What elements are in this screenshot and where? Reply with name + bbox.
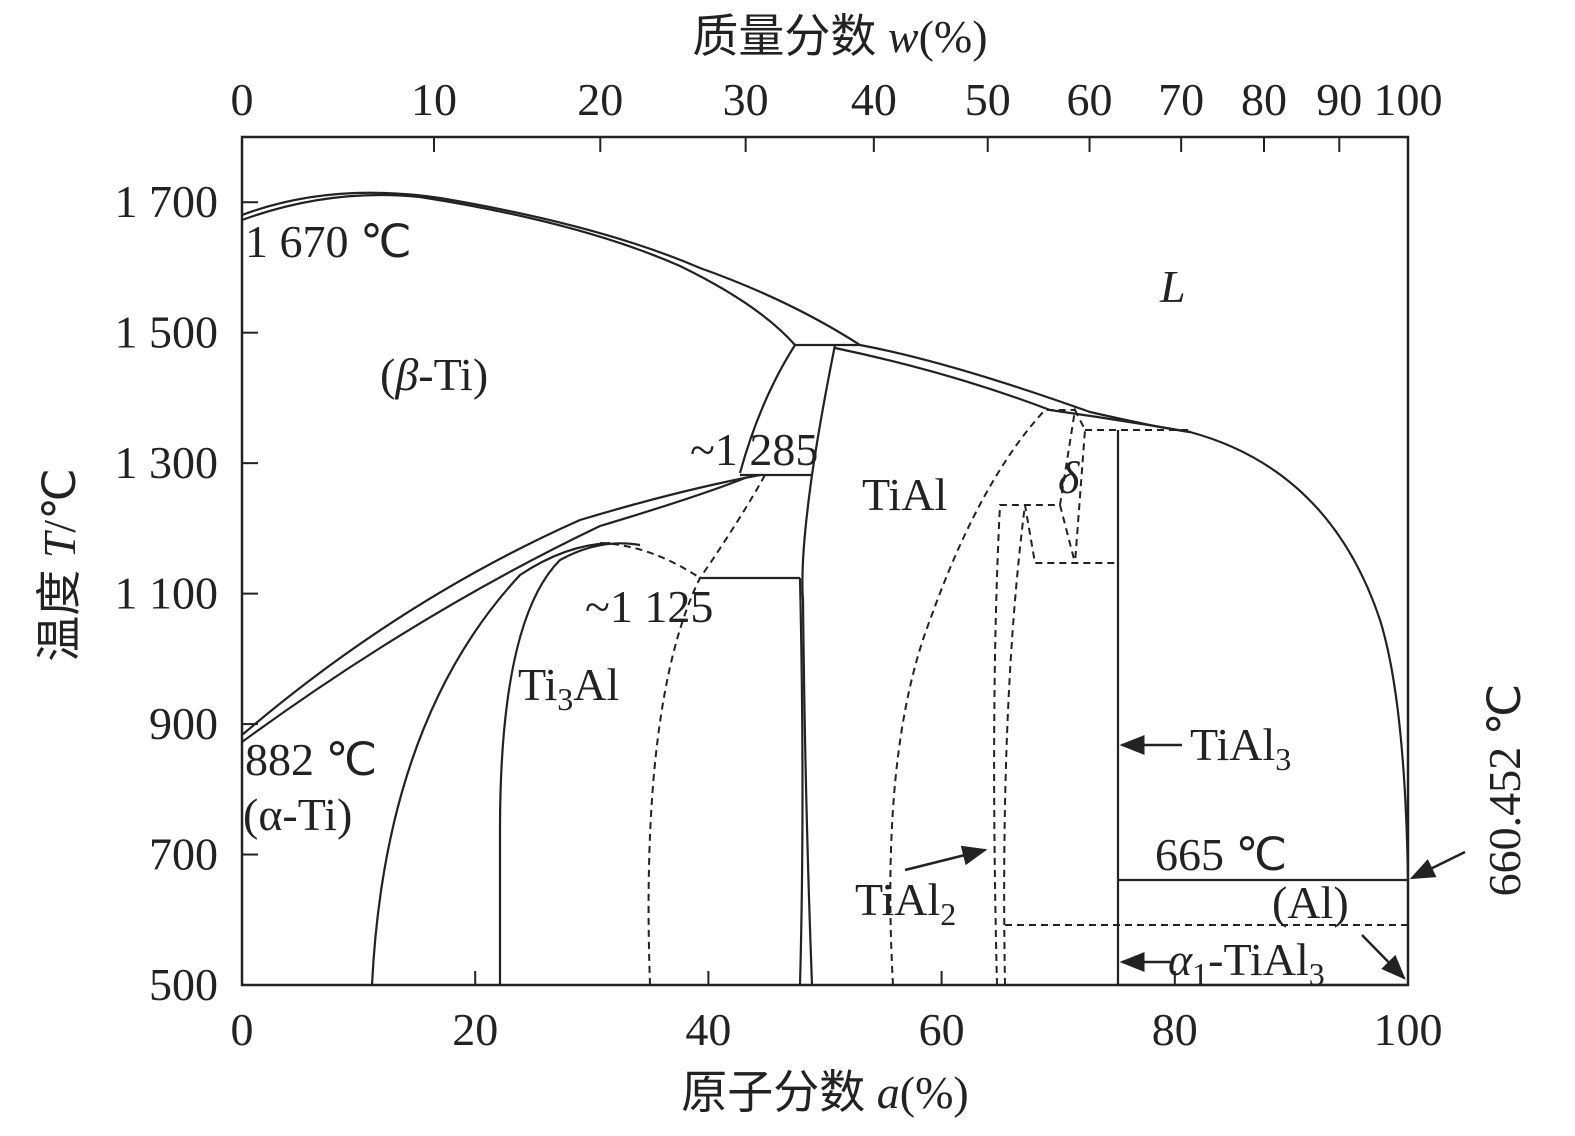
text-part: /℃ (34, 468, 85, 532)
text-part: 660.452 ℃ (1479, 684, 1530, 897)
text-part: β (394, 349, 418, 400)
y-tick-label: 500 (149, 959, 218, 1010)
top-tick-label: 60 (1067, 74, 1113, 125)
text-part: 3 (557, 681, 573, 717)
text-part: -TiAl (1208, 934, 1309, 985)
text-part: 原子分数 (681, 1067, 877, 1118)
text-part: T (34, 529, 85, 558)
text-part: 3 (1275, 741, 1291, 777)
plot-frame (240, 135, 1410, 987)
y-axis-title: 温度 T/℃ (34, 468, 85, 662)
text-part: Ti (518, 659, 557, 710)
x-tick-label: 0 (231, 1004, 254, 1055)
text-part: α (1168, 934, 1193, 985)
y-tick-label: 1 700 (115, 176, 219, 227)
x-tick-label: 80 (1152, 1004, 1198, 1055)
text-part: Al (573, 659, 619, 710)
text-part: (Al) (1272, 877, 1349, 928)
top-tick-label: 40 (851, 74, 897, 125)
text-part: 882 ℃ (245, 734, 377, 785)
text-part: 1 (1192, 956, 1208, 992)
text-part: a (877, 1067, 900, 1118)
text-part: 1 670 ℃ (245, 216, 412, 267)
annotation: 1 670 ℃ (245, 216, 412, 267)
top-tick-label: 10 (411, 74, 457, 125)
x-tick-label: 20 (452, 1004, 498, 1055)
annotation: α1-TiAl3 (1168, 934, 1325, 992)
text-part: δ (1058, 452, 1080, 503)
top-tick-label: 80 (1241, 74, 1287, 125)
x-tick-label: 100 (1374, 1004, 1443, 1055)
text-part: (%) (900, 1067, 969, 1118)
text-part: 温度 (34, 558, 85, 662)
top-tick-label: 90 (1316, 74, 1362, 125)
text-part: 2 (940, 896, 956, 932)
annotation: δ (1058, 452, 1080, 503)
annotation: TiAl3 (1190, 719, 1291, 777)
x-tick-label: 40 (685, 1004, 731, 1055)
annotation: TiAl2 (855, 874, 956, 932)
text-part: ~1 125 (585, 581, 713, 632)
annotation: 882 ℃ (245, 734, 377, 785)
text-part: (α-Ti) (243, 789, 352, 840)
text-part: TiAl (862, 469, 947, 520)
y-tick-label: 1 100 (115, 568, 219, 619)
text-part: L (1159, 261, 1186, 312)
annotation: ~1 285 (690, 424, 818, 475)
text-part: TiAl (855, 874, 940, 925)
annotation: Ti3Al (518, 659, 619, 717)
top-tick-label: 0 (231, 74, 254, 125)
annotation: ~1 125 (585, 581, 713, 632)
annotation: (β-Ti) (380, 349, 488, 400)
text-part: (%) (919, 11, 988, 62)
top-tick-label: 100 (1374, 74, 1443, 125)
text-part: ~1 285 (690, 424, 818, 475)
text-part: 3 (1309, 956, 1325, 992)
x-tick-label: 60 (919, 1004, 965, 1055)
annotation: 665 ℃ (1155, 829, 1287, 880)
annotation: TiAl (862, 469, 947, 520)
phase-boundaries (241, 191, 1410, 987)
text-part: -Ti) (418, 349, 488, 400)
text-part: w (888, 11, 919, 62)
top-tick-label: 20 (577, 74, 623, 125)
y-tick-label: 700 (149, 829, 218, 880)
top-tick-label: 30 (723, 74, 769, 125)
annotation: 660.452 ℃ (1479, 684, 1530, 897)
text-part: ( (380, 349, 395, 400)
x-axis-title: 原子分数 a(%) (681, 1067, 968, 1118)
top-axis-title: 质量分数 w(%) (692, 11, 987, 62)
text-part: 665 ℃ (1155, 829, 1287, 880)
text-part: 质量分数 (692, 11, 888, 62)
text-part: TiAl (1190, 719, 1275, 770)
y-tick-label: 1 500 (115, 307, 219, 358)
annotation: (α-Ti) (243, 789, 352, 840)
y-tick-label: 900 (149, 698, 218, 749)
top-tick-label: 70 (1158, 74, 1204, 125)
y-tick-label: 1 300 (115, 437, 219, 488)
annotation: L (1159, 261, 1186, 312)
annotation: (Al) (1272, 877, 1349, 928)
arrows (904, 735, 1466, 980)
top-tick-label: 50 (965, 74, 1011, 125)
